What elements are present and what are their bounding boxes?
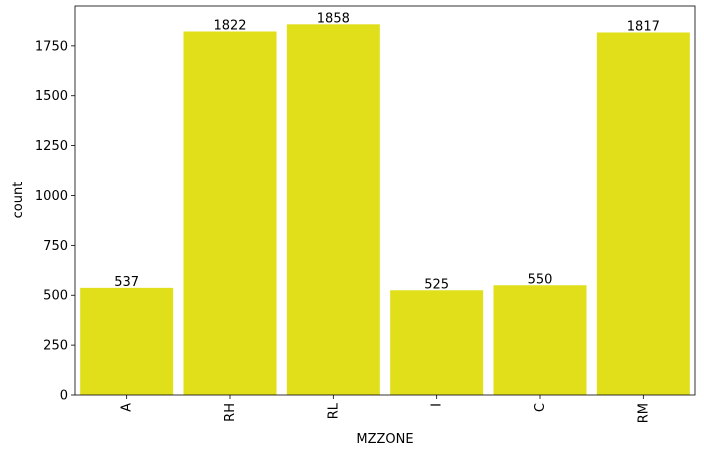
data-labels-group: 537 1822 1858 525 550 1817: [114, 11, 660, 292]
data-label-rl: 1858: [317, 11, 350, 26]
bar-a: [80, 287, 174, 395]
y-tick-label-1000: 1000: [35, 189, 68, 204]
x-tick-label-rh: RH: [223, 403, 238, 422]
bar-i: [390, 290, 484, 395]
bar-rl: [286, 24, 380, 395]
x-tick-label-a: A: [120, 403, 135, 412]
x-axis-label: MZZONE: [356, 432, 413, 447]
y-tick-label-1750: 1750: [35, 39, 68, 54]
y-tick-label-750: 750: [43, 239, 68, 254]
y-axis-ticks: 0 250 500 750 1000 1250 1500 1750: [35, 39, 75, 404]
bar-rm: [596, 32, 690, 395]
y-axis-label: count: [11, 182, 26, 219]
x-tick-label-c: C: [533, 403, 548, 412]
y-tick-label-1250: 1250: [35, 139, 68, 154]
y-tick-label-0: 0: [60, 389, 68, 404]
x-axis-ticks: A RH RL I C RM: [120, 395, 651, 423]
bar-c: [493, 285, 587, 395]
x-tick-label-rl: RL: [326, 402, 341, 419]
data-label-rh: 1822: [213, 18, 246, 33]
bars-group: [80, 24, 690, 395]
data-label-i: 525: [424, 277, 449, 292]
data-label-c: 550: [528, 272, 553, 287]
bar-rh: [183, 31, 277, 395]
y-tick-label-1500: 1500: [35, 89, 68, 104]
data-label-rm: 1817: [627, 19, 660, 34]
y-tick-label-500: 500: [43, 289, 68, 304]
data-label-a: 537: [114, 275, 139, 290]
x-tick-label-i: I: [430, 403, 445, 407]
plot-frame: [74, 5, 696, 396]
x-tick-label-rm: RM: [636, 403, 651, 423]
y-tick-label-250: 250: [43, 339, 68, 354]
